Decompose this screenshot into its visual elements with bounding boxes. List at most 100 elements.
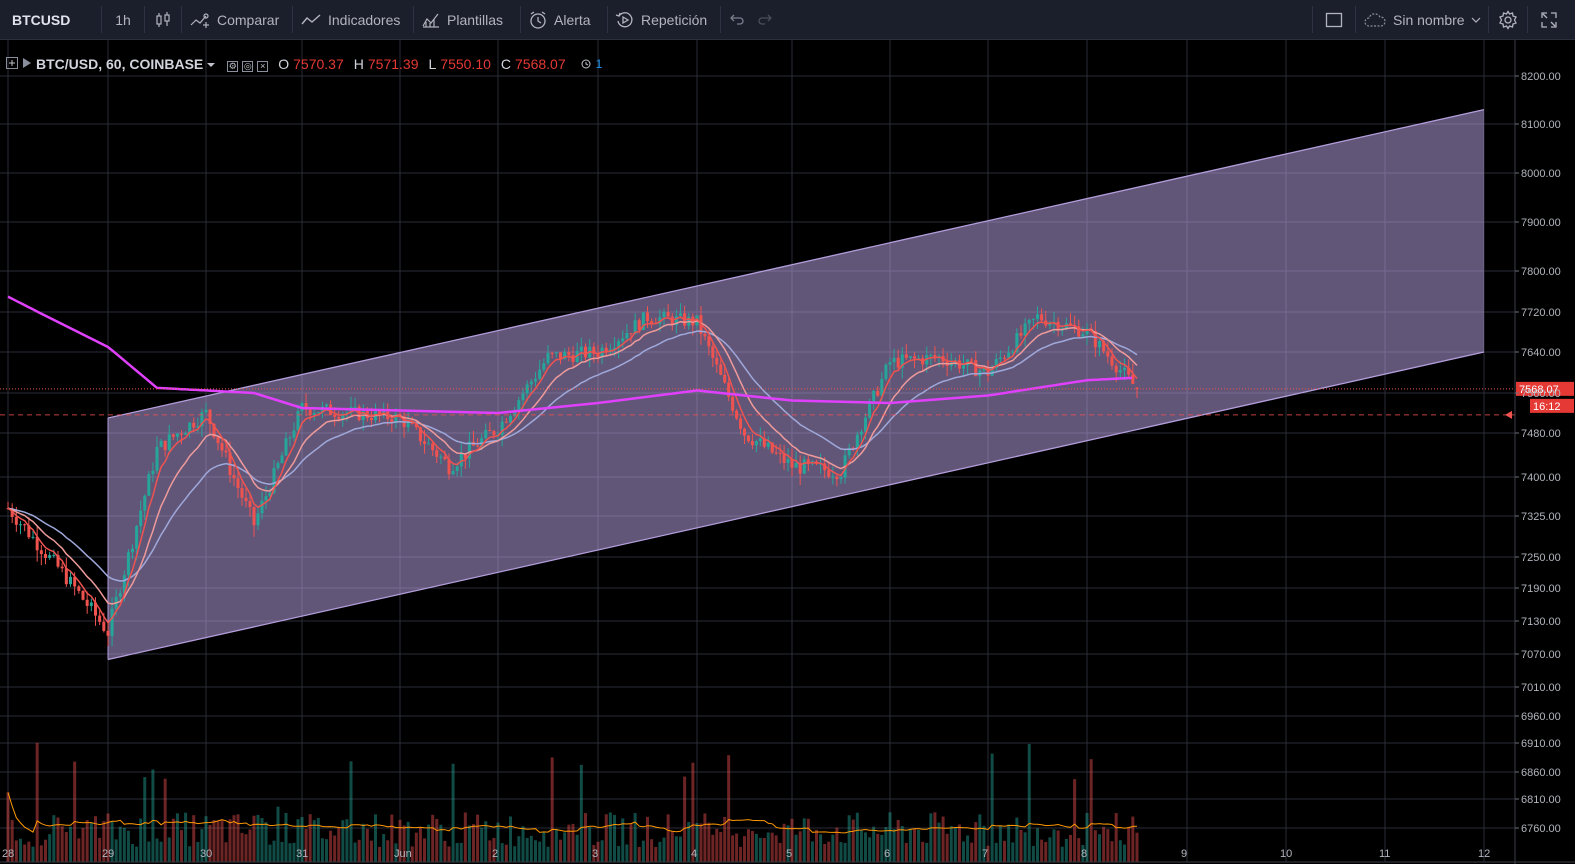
alert-button[interactable]: Alerta [522, 0, 606, 39]
volume-bar [770, 832, 774, 862]
candle-body [1019, 333, 1023, 336]
price-chart[interactable]: 7568.07 16:12 8200.00 8100.00 8000.00 7900.0… [0, 40, 1575, 864]
candle-body [534, 378, 537, 382]
volume-bar [224, 842, 228, 862]
candle-body [232, 475, 236, 479]
volume-bar [188, 846, 192, 862]
candle-body [369, 418, 373, 421]
settings-button[interactable] [1490, 0, 1526, 39]
volume-bar [786, 825, 790, 862]
candle-body [731, 396, 735, 411]
volume-bar [114, 839, 118, 862]
volume-bar [596, 841, 600, 862]
price-tick-label: 7400.00 [1521, 472, 1561, 484]
undo-button[interactable] [722, 0, 750, 39]
chart-area[interactable]: 7568.07 16:12 8200.00 8100.00 8000.00 7900.0… [0, 40, 1575, 864]
volume-bar [69, 826, 72, 862]
volume-bar [1081, 844, 1085, 862]
indicators-label: Indicadores [328, 11, 401, 28]
fullscreen-button[interactable] [1529, 0, 1569, 39]
volume-bar [679, 836, 682, 862]
candle-body [390, 419, 394, 423]
volume-bar [778, 842, 782, 862]
close-label: C [500, 56, 512, 72]
volume-bar [699, 823, 703, 862]
symbol-search[interactable]: BTCUSD [12, 11, 71, 28]
candle-body [637, 320, 641, 331]
volume-bar [77, 838, 81, 862]
candle-body [1056, 321, 1060, 331]
volume-bar [480, 827, 484, 862]
indicators-button[interactable]: Indicadores [294, 0, 412, 39]
volume-bar [236, 814, 240, 862]
volume-bar [439, 824, 443, 862]
candle-body [333, 415, 337, 417]
volume-bar [921, 841, 925, 862]
price-tick-label: 7070.00 [1521, 649, 1561, 661]
volume-bar [937, 822, 941, 862]
candle-body [484, 430, 488, 439]
candle-body [175, 433, 179, 437]
caret-down-icon[interactable] [207, 56, 216, 72]
candle-body [451, 470, 455, 475]
legend-toggle-icon[interactable] [6, 56, 18, 72]
alarm-clock-icon[interactable] [580, 56, 592, 72]
legend-symbol-title[interactable]: BTC/USD, 60, COINBASE [36, 56, 204, 72]
volume-bar [1069, 834, 1072, 862]
candle-body [167, 434, 171, 450]
price-marker-arrow [1505, 410, 1512, 419]
legend-source-icon[interactable]: ◎ [242, 56, 254, 72]
candle-body [823, 463, 827, 471]
volume-bar [758, 837, 762, 862]
price-tick-label: 7480.00 [1521, 428, 1561, 440]
volume-bar [868, 837, 872, 862]
volume-bar [986, 845, 990, 862]
redo-button[interactable] [752, 0, 780, 39]
candle-body [423, 441, 426, 444]
candle-body [337, 416, 341, 419]
replay-button[interactable]: Repetición [609, 0, 719, 39]
legend-close-icon[interactable]: × [257, 56, 269, 72]
volume-bar [925, 842, 929, 862]
volume-bar [232, 815, 236, 862]
volume-bar [131, 844, 134, 862]
candle-body [584, 346, 587, 358]
toolbar-divider [720, 6, 721, 33]
volume-bar [204, 816, 208, 862]
volume-bar [571, 823, 575, 862]
toolbar-divider [520, 6, 521, 33]
legend-visibility-icon[interactable] [22, 56, 32, 72]
volume-bar [341, 820, 345, 862]
volume-bar [320, 838, 324, 862]
candle-body [284, 438, 288, 456]
alarm-clock-icon [528, 10, 548, 30]
volume-bar [1064, 838, 1068, 862]
current-price-label: 7568.07 [1519, 384, 1559, 396]
square-button[interactable] [1314, 0, 1354, 39]
candle-body [641, 312, 645, 331]
volume-bar [35, 742, 39, 862]
volume-bar [1007, 824, 1011, 862]
toolbar-divider [607, 6, 608, 33]
compare-button[interactable]: Comparar [183, 0, 291, 39]
chart-style-button[interactable] [146, 0, 180, 39]
candle-body [542, 363, 546, 370]
parallel-channel [107, 108, 1485, 661]
volume-bar [1114, 813, 1118, 862]
volume-bar [300, 817, 304, 862]
layout-name-dropdown[interactable]: Sin nombre [1357, 0, 1487, 39]
templates-button[interactable]: Plantillas [415, 0, 519, 39]
legend-settings-icon[interactable]: ⚙ [227, 56, 239, 72]
volume-bar [962, 841, 965, 862]
volume-bar [27, 841, 31, 862]
candle-body [492, 431, 496, 435]
interval-button[interactable]: 1h [115, 11, 131, 28]
volume-bar [1106, 829, 1110, 862]
templates-label: Plantillas [447, 11, 504, 28]
volume-bar [1110, 841, 1114, 862]
candle-body [439, 456, 443, 458]
volume-bar [252, 815, 256, 862]
candle-body [341, 414, 345, 419]
volume-bar [147, 841, 151, 862]
volume-bar [1056, 830, 1060, 862]
